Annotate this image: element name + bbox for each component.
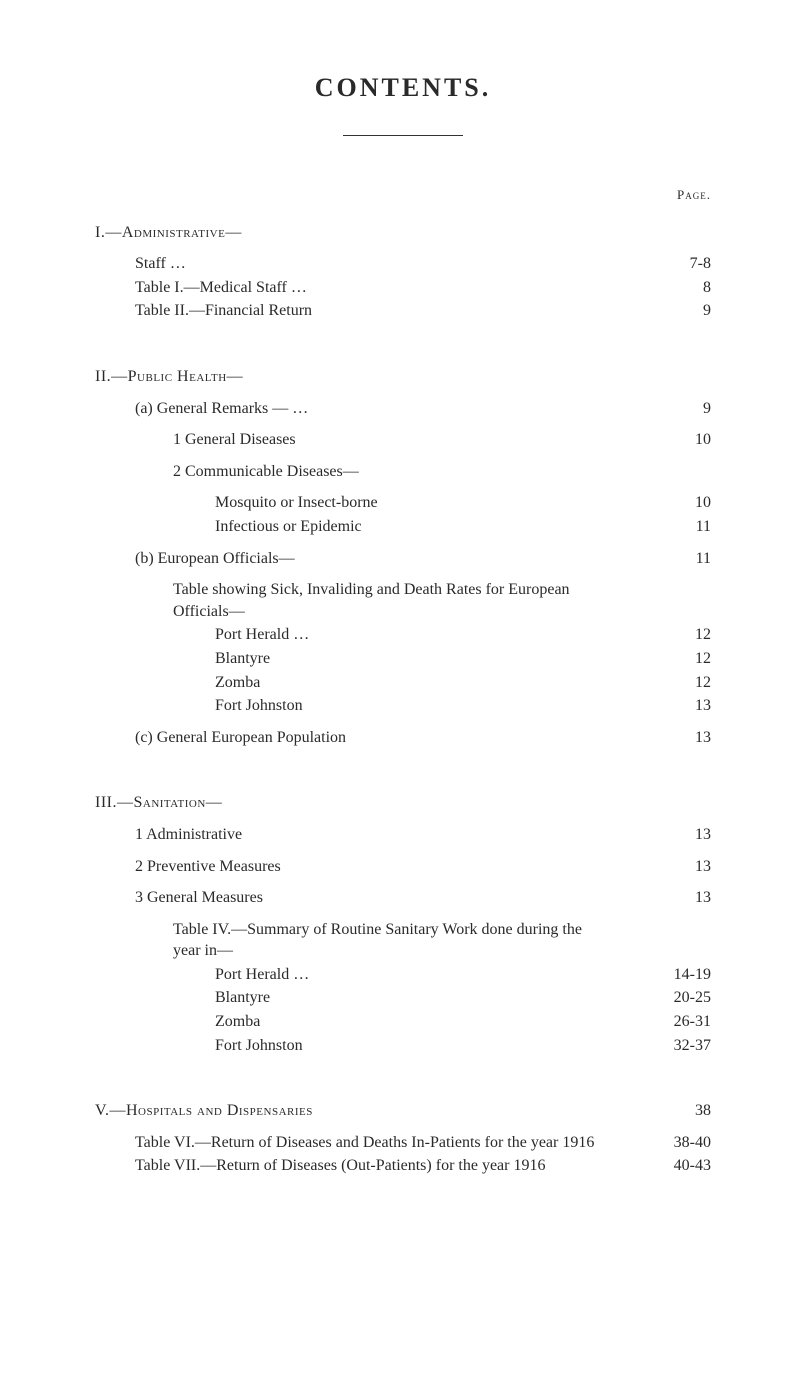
section-administrative: I.—Administrative— Staff … 7-8 Table I.—…	[95, 222, 711, 322]
page-number: 40-43	[656, 1155, 711, 1177]
page-number: 13	[656, 727, 711, 749]
toc-entry: 2 Communicable Diseases—	[173, 461, 656, 483]
page-number: 38-40	[656, 1132, 711, 1154]
section-head: V.—Hospitals and Dispensaries	[95, 1100, 656, 1122]
section-public-health: II.—Public Health— (a) General Remarks —…	[95, 366, 711, 748]
page-number: 9	[656, 398, 711, 420]
page-number: 13	[656, 856, 711, 878]
toc-entry: Table showing Sick, Invaliding and Death…	[173, 579, 603, 622]
section-head: I.—Administrative—	[95, 222, 656, 244]
toc-entry: Zomba	[215, 672, 656, 694]
toc-entry: Table VI.—Return of Diseases and Deaths …	[135, 1132, 595, 1154]
page-number: 13	[656, 824, 711, 846]
toc-entry: Table IV.—Summary of Routine Sanitary Wo…	[173, 919, 603, 962]
toc-entry: 2 Preventive Measures	[135, 856, 656, 878]
page-column-label: Page.	[95, 186, 711, 204]
page-number: 7-8	[656, 253, 711, 275]
page-number: 11	[656, 548, 711, 570]
toc-entry: Port Herald …	[215, 964, 656, 986]
toc-entry: 1 Administrative	[135, 824, 656, 846]
page-number: 11	[656, 516, 711, 538]
toc-entry: 1 General Diseases	[173, 429, 656, 451]
toc-entry: (b) European Officials—	[135, 548, 656, 570]
page-number: 10	[656, 492, 711, 514]
section-sanitation: III.—Sanitation— 1 Administrative 13 2 P…	[95, 792, 711, 1056]
section-hospitals: V.—Hospitals and Dispensaries 38 Table V…	[95, 1100, 711, 1177]
toc-entry: Zomba	[215, 1011, 656, 1033]
toc-entry: Fort Johnston	[215, 695, 656, 717]
page-number: 13	[656, 887, 711, 909]
toc-entry: Table II.—Financial Return	[135, 300, 656, 322]
toc-entry: Table I.—Medical Staff …	[135, 277, 656, 299]
page-number: 26-31	[656, 1011, 711, 1033]
toc-entry: Port Herald …	[215, 624, 656, 646]
page-number: 38	[656, 1100, 711, 1122]
toc-entry: Blantyre	[215, 648, 656, 670]
page-number: 12	[656, 648, 711, 670]
toc-entry: Mosquito or Insect-borne	[215, 492, 656, 514]
page-number: 14-19	[656, 964, 711, 986]
toc-entry: Fort Johnston	[215, 1035, 656, 1057]
page-number: 32-37	[656, 1035, 711, 1057]
section-head: III.—Sanitation—	[95, 792, 656, 814]
page-number: 12	[656, 624, 711, 646]
page-number: 10	[656, 429, 711, 451]
toc-entry: 3 General Measures	[135, 887, 656, 909]
toc-entry: Blantyre	[215, 987, 656, 1009]
page-title: CONTENTS.	[95, 70, 711, 105]
page-number: 12	[656, 672, 711, 694]
page-number: 9	[656, 300, 711, 322]
page-number: 20-25	[656, 987, 711, 1009]
toc-entry: Infectious or Epidemic	[215, 516, 656, 538]
toc-entry: Staff …	[135, 253, 656, 275]
title-rule	[343, 135, 463, 136]
toc-entry: (a) General Remarks — …	[135, 398, 656, 420]
section-head: II.—Public Health—	[95, 366, 656, 388]
page-number: 8	[656, 277, 711, 299]
page-number: 13	[656, 695, 711, 717]
toc-entry: (c) General European Population	[135, 727, 656, 749]
toc-entry: Table VII.—Return of Diseases (Out-Patie…	[135, 1155, 595, 1177]
